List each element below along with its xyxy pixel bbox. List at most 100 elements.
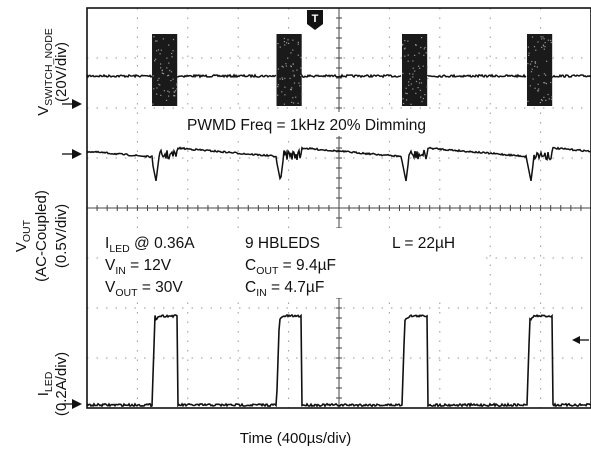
- vswitch-burst-speckle: [287, 57, 289, 59]
- vswitch-burst-speckle: [547, 39, 549, 41]
- vswitch-burst-speckle: [173, 91, 176, 93]
- vswitch-burst-speckle: [277, 84, 279, 86]
- vswitch-burst-speckle: [157, 79, 159, 81]
- vswitch-burst-speckle: [545, 74, 547, 76]
- vswitch-burst-speckle: [171, 52, 173, 55]
- vswitch-burst-speckle: [167, 90, 169, 92]
- vswitch-burst-speckle: [288, 42, 290, 44]
- trigger-label: T: [312, 13, 319, 25]
- vswitch-burst-speckle: [293, 102, 295, 104]
- pwm-annotation-bg: [184, 112, 488, 136]
- vswitch-burst-speckle: [165, 99, 168, 101]
- condition-vin: VIN = 12V: [105, 257, 172, 277]
- vswitch-burst-speckle: [154, 60, 156, 62]
- svg-text:VSWITCH_NODE: VSWITCH_NODE: [35, 28, 55, 116]
- vswitch-burst-speckle: [550, 41, 552, 44]
- vswitch-burst-speckle: [543, 48, 545, 50]
- vswitch-burst-speckle: [543, 82, 545, 84]
- vswitch-burst-speckle: [284, 44, 286, 46]
- vswitch-burst-speckle: [153, 36, 155, 38]
- vswitch-burst-speckle: [300, 74, 302, 76]
- vswitch-burst-speckle: [300, 56, 302, 59]
- vswitch-burst-speckle: [540, 36, 542, 38]
- vswitch-burst-speckle: [292, 39, 294, 41]
- svg-text:ILED: ILED: [35, 371, 55, 396]
- vswitch-burst-speckle: [172, 38, 175, 41]
- channel-label-iled: ILED (0.2A/div): [35, 352, 70, 416]
- vswitch-burst-speckle: [545, 99, 547, 101]
- vswitch-burst-speckle: [159, 84, 161, 86]
- vswitch-burst-speckle: [293, 75, 295, 77]
- vswitch-burst-speckle: [418, 65, 420, 67]
- vswitch-burst-speckle: [544, 42, 546, 44]
- vswitch-burst-speckle: [408, 81, 410, 83]
- vswitch-burst-speckle: [537, 90, 539, 92]
- vswitch-burst-speckle: [412, 76, 414, 78]
- vswitch-burst-speckle: [539, 102, 541, 104]
- vswitch-burst-speckle: [534, 62, 536, 64]
- vswitch-burst-speckle: [152, 75, 154, 77]
- vswitch-burst-speckle: [414, 70, 416, 72]
- vswitch-burst-speckle: [297, 43, 299, 45]
- svg-text:(0.5V/div): (0.5V/div): [53, 204, 70, 268]
- plot-frame: [86, 7, 591, 409]
- vswitch-burst-speckle: [412, 60, 414, 62]
- vswitch-burst-speckle: [284, 86, 286, 88]
- condition-cin: CIN = 4.7µF: [245, 279, 324, 299]
- condition-iled: ILED @ 0.36A: [105, 235, 195, 255]
- vswitch-burst-speckle: [534, 87, 536, 89]
- svg-text:(20V/div): (20V/div): [53, 42, 70, 102]
- vswitch-burst-speckle: [293, 82, 296, 84]
- vswitch-burst-speckle: [170, 80, 172, 82]
- vswitch-burst-speckle: [531, 68, 533, 70]
- vswitch-burst-speckle: [546, 60, 548, 62]
- vswitch-burst-speckle: [277, 68, 279, 70]
- vswitch-burst-speckle: [426, 86, 428, 88]
- trace-vout: [86, 146, 591, 182]
- vswitch-burst-speckle: [402, 72, 404, 74]
- vswitch-burst-speckle: [414, 54, 416, 56]
- vswitch-burst-speckle: [155, 40, 157, 42]
- vswitch-burst-speckle: [420, 96, 422, 98]
- vswitch-burst-speckle: [551, 98, 553, 100]
- vswitch-burst-speckle: [538, 74, 540, 77]
- vswitch-burst-speckle: [152, 103, 154, 105]
- condition-cout: COUT = 9.4µF: [245, 257, 336, 277]
- x-axis-label: Time (400µs/div): [239, 430, 352, 447]
- vswitch-burst-speckle: [404, 47, 406, 49]
- vswitch-burst-speckle: [532, 78, 534, 80]
- vswitch-burst-speckle: [284, 94, 286, 96]
- vswitch-burst-speckle: [528, 54, 530, 56]
- vswitch-burst-speckle: [163, 90, 165, 92]
- vswitch-burst-speckle: [409, 78, 411, 80]
- vswitch-burst-speckle: [423, 48, 425, 50]
- vswitch-burst-speckle: [407, 54, 409, 56]
- vswitch-burst-speckle: [285, 63, 287, 65]
- vswitch-burst-speckle: [419, 89, 421, 91]
- svg-text:VOUT: VOUT: [13, 219, 33, 252]
- vswitch-burst-speckle: [544, 82, 546, 84]
- vswitch-burst-speckle: [419, 67, 421, 69]
- vswitch-burst-speckle: [170, 71, 173, 73]
- vswitch-burst-speckle: [281, 91, 283, 93]
- vswitch-burst-speckle: [156, 87, 158, 89]
- vswitch-burst-speckle: [533, 46, 536, 48]
- vswitch-burst-speckle: [292, 49, 294, 51]
- vswitch-burst-speckle: [409, 73, 411, 75]
- vswitch-burst-speckle: [403, 48, 405, 50]
- vswitch-burst-speckle: [548, 98, 550, 100]
- vswitch-burst-speckle: [282, 66, 284, 68]
- vswitch-burst-speckle: [290, 65, 292, 67]
- condition-vout: VOUT = 30V: [105, 279, 183, 299]
- vswitch-burst-speckle: [174, 90, 177, 92]
- vswitch-burst-speckle: [295, 96, 297, 98]
- vswitch-burst-speckle: [277, 43, 279, 45]
- vswitch-burst-speckle: [412, 88, 414, 90]
- vswitch-burst-speckle: [298, 82, 300, 84]
- vswitch-burst-speckle: [418, 52, 420, 54]
- vswitch-burst-speckle: [172, 50, 174, 52]
- vswitch-burst-speckle: [422, 65, 424, 67]
- condition-inductor: L = 22µH: [392, 235, 455, 252]
- svg-text:(0.2A/div): (0.2A/div): [53, 352, 70, 416]
- vswitch-burst-speckle: [168, 62, 170, 64]
